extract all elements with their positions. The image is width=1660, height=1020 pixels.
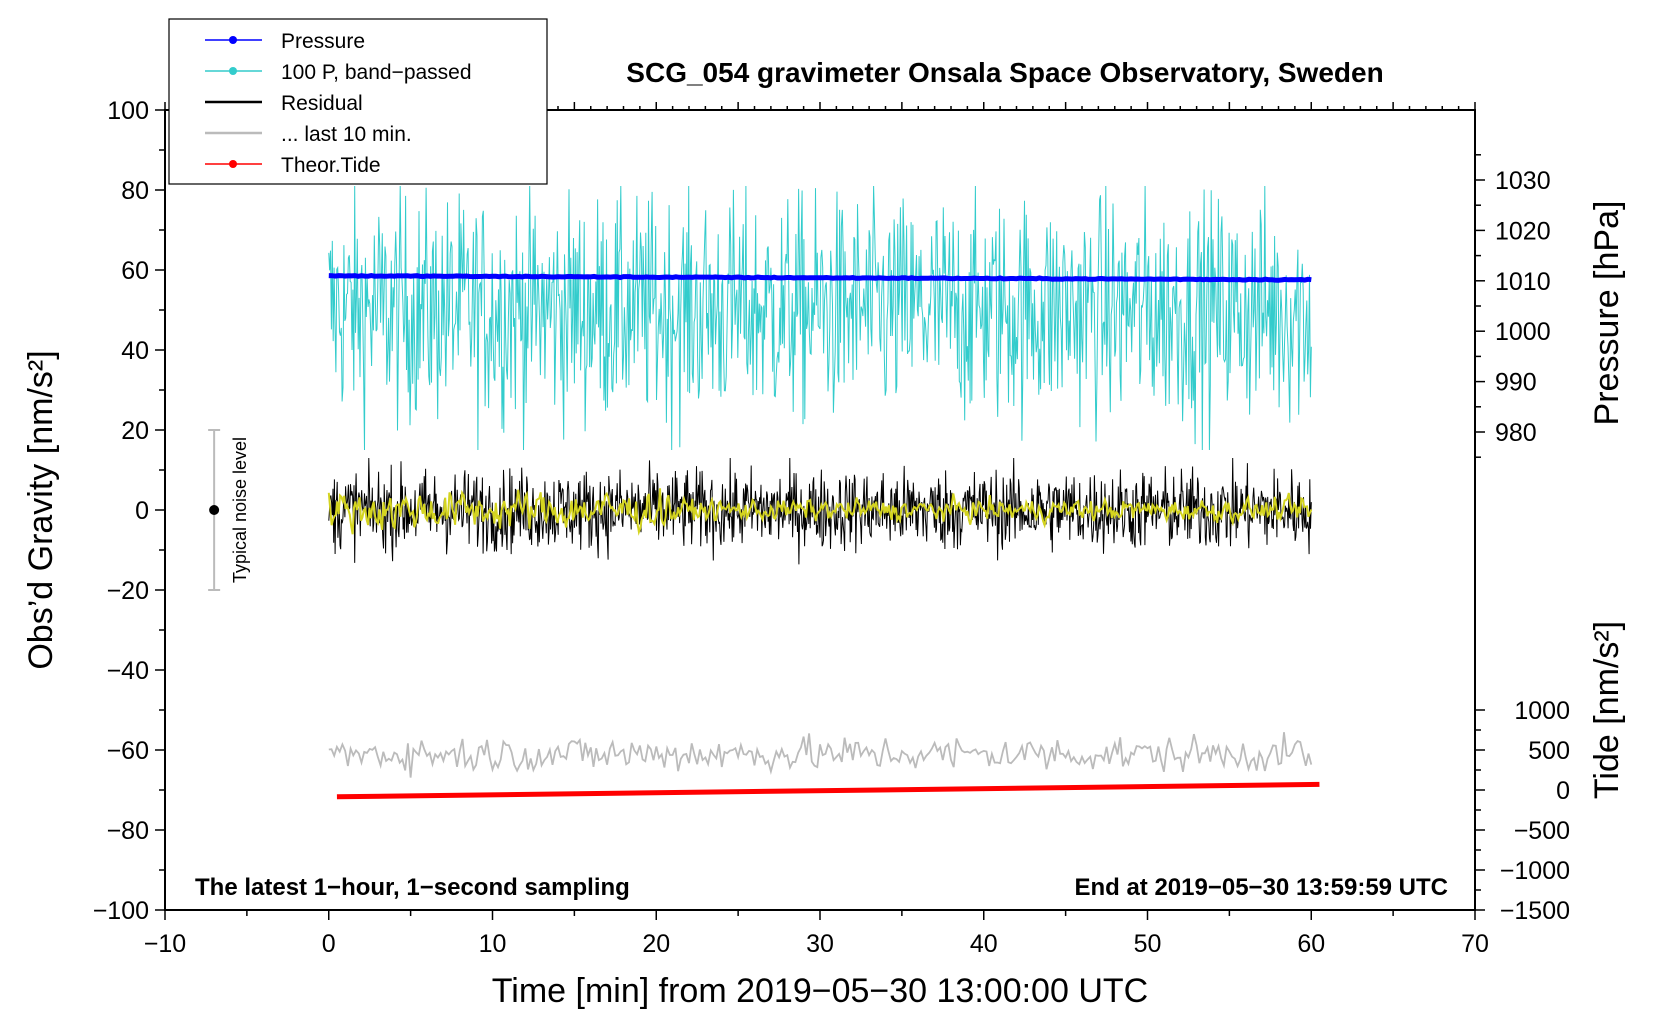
legend-label: ... last 10 min.	[281, 123, 412, 146]
y-left-tick-label: −60	[107, 737, 149, 765]
series-pressure	[328, 273, 1312, 283]
series-theor-tide	[336, 781, 1320, 800]
x-tick-label: 20	[642, 930, 670, 958]
y-left-tick-label: −80	[107, 817, 149, 845]
y-left-tick-label: −20	[107, 577, 149, 605]
y-left-tick-label: −40	[107, 657, 149, 685]
y-tide-tick-label: −1500	[1500, 897, 1570, 925]
x-tick-label: −10	[144, 930, 186, 958]
y-left-tick-label: 40	[121, 337, 149, 365]
annotation-end-time: End at 2019−05−30 13:59:59 UTC	[1074, 874, 1448, 901]
x-tick-label: 70	[1461, 930, 1489, 958]
legend-label: Residual	[281, 92, 363, 115]
series-smoothed-residual	[327, 488, 1313, 536]
y-left-tick-label: 60	[121, 257, 149, 285]
tick-group: −10 0 10 20 30 40 50 60 70100806040200−20−40−60−…	[93, 97, 1570, 958]
legend-items: Pressure 100 P, band−passed Residual ... la…	[205, 30, 472, 177]
annotation-sampling: The latest 1−hour, 1−second sampling	[195, 874, 630, 901]
x-tick-label: 50	[1134, 930, 1162, 958]
x-tick-label: 60	[1297, 930, 1325, 958]
y-pressure-tick-label: 980	[1495, 419, 1537, 447]
noise-bar-label: Typical noise level	[230, 437, 250, 583]
y-pressure-tick-label: 1020	[1495, 217, 1551, 245]
series-band-passed-pressure	[328, 185, 1312, 451]
y-axis-tide-title: Tide [nm/s²]	[1588, 621, 1626, 799]
y-axis-left-title: Obs’d Gravity [nm/s²]	[22, 350, 60, 669]
legend: Pressure 100 P, band−passed Residual ... la…	[168, 18, 548, 185]
legend-label: 100 P, band−passed	[281, 61, 472, 84]
noise-bar-dot	[209, 505, 220, 515]
data-series-group	[327, 185, 1320, 800]
y-tide-tick-label: −500	[1514, 817, 1570, 845]
x-tick-label: 10	[479, 930, 507, 958]
chart-title: SCG_054 gravimeter Onsala Space Observat…	[626, 57, 1383, 88]
y-pressure-tick-label: 1000	[1495, 318, 1551, 346]
legend-marker	[229, 160, 237, 168]
x-axis-title: Time [min] from 2019−05−30 13:00:00 UTC	[492, 972, 1148, 1010]
y-pressure-tick-label: 990	[1495, 369, 1537, 397]
x-tick-label: 0	[322, 930, 336, 958]
legend-marker	[229, 67, 237, 75]
series-last-10-min	[328, 732, 1313, 778]
y-left-tick-label: 20	[121, 417, 149, 445]
y-tide-tick-label: −1000	[1500, 857, 1570, 885]
y-tide-tick-label: 1000	[1514, 697, 1570, 725]
y-pressure-tick-label: 1010	[1495, 268, 1551, 296]
y-pressure-tick-label: 1030	[1495, 167, 1551, 195]
y-left-tick-label: −100	[93, 897, 149, 925]
y-axis-pressure-title: Pressure [hPa]	[1588, 201, 1626, 426]
noise-bar: Typical noise level	[208, 429, 250, 591]
y-tide-tick-label: 0	[1556, 777, 1570, 805]
legend-label: Pressure	[281, 30, 365, 53]
y-left-tick-label: 0	[135, 497, 149, 525]
y-left-tick-label: 80	[121, 177, 149, 205]
legend-label: Theor.Tide	[281, 154, 381, 177]
y-tide-tick-label: 500	[1528, 737, 1570, 765]
x-tick-label: 30	[806, 930, 834, 958]
x-tick-label: 40	[970, 930, 998, 958]
legend-marker	[229, 36, 237, 44]
y-left-tick-label: 100	[107, 97, 149, 125]
